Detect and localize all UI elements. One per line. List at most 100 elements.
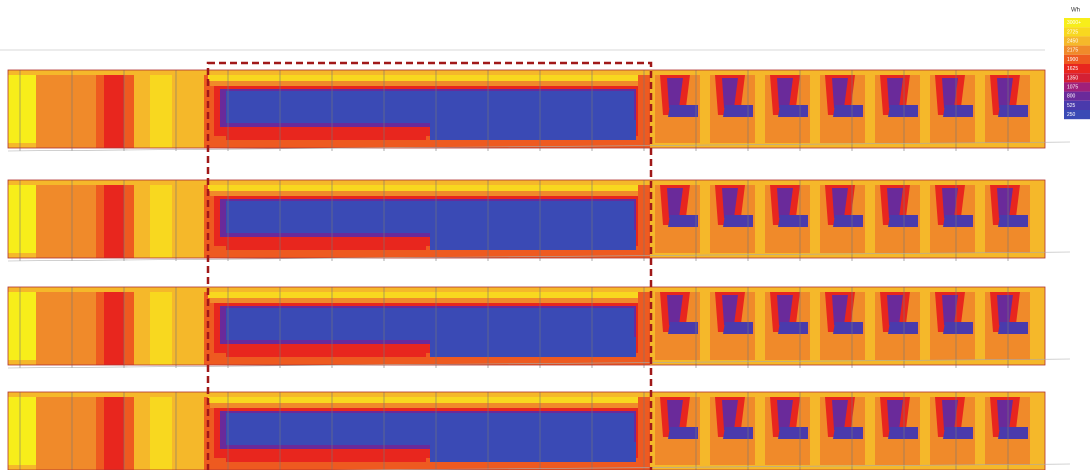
legend-label: 1900 <box>1067 57 1078 63</box>
legend-label: 1350 <box>1067 75 1078 81</box>
zone <box>888 322 918 334</box>
zone <box>430 120 636 140</box>
ground-line <box>7 251 1071 262</box>
legend-swatch <box>1064 82 1090 92</box>
zone <box>997 188 1013 218</box>
legend-label: 800 <box>1067 94 1076 100</box>
zone <box>777 400 793 430</box>
zone <box>943 322 973 334</box>
zone <box>150 397 172 470</box>
zone <box>430 230 636 250</box>
zone <box>723 105 753 117</box>
zone <box>668 322 698 334</box>
zone <box>888 427 918 439</box>
zone <box>998 322 1028 334</box>
zone <box>722 188 738 218</box>
zone <box>777 295 793 325</box>
zone <box>777 188 793 218</box>
zone <box>430 337 636 357</box>
panels <box>7 69 1071 470</box>
legend-swatch <box>1064 64 1090 74</box>
zone <box>208 185 638 191</box>
legend-label: 525 <box>1067 103 1076 109</box>
zone <box>778 427 808 439</box>
facade-panel <box>7 69 1071 152</box>
zone <box>723 427 753 439</box>
zone <box>210 81 638 86</box>
legend-swatch <box>1064 91 1090 101</box>
zone <box>998 105 1028 117</box>
zone <box>210 403 638 408</box>
zone <box>8 397 36 465</box>
zone <box>667 295 683 325</box>
zone <box>36 292 96 365</box>
zone <box>104 75 124 148</box>
legend-label: 3000+ <box>1067 20 1081 26</box>
frame <box>7 286 1046 366</box>
legend-label: 2725 <box>1067 29 1078 35</box>
facade-panel <box>7 286 1071 369</box>
zone <box>722 400 738 430</box>
zone <box>723 215 753 227</box>
zone <box>833 215 863 227</box>
zone <box>943 105 973 117</box>
zone <box>998 215 1028 227</box>
facade-panel <box>7 391 1071 470</box>
zone <box>778 322 808 334</box>
zone <box>942 400 958 430</box>
zone <box>430 442 636 462</box>
zone <box>777 78 793 108</box>
zone <box>226 128 426 140</box>
frame <box>7 391 1046 470</box>
zone <box>210 298 638 303</box>
zone <box>668 105 698 117</box>
zone <box>150 185 172 258</box>
zone <box>832 400 848 430</box>
ground-line <box>7 141 1071 152</box>
zone <box>888 215 918 227</box>
legend-label: 250 <box>1067 112 1076 118</box>
zone <box>833 322 863 334</box>
legend-label: 2175 <box>1067 48 1078 54</box>
legend-swatch <box>1064 54 1090 64</box>
zone <box>667 188 683 218</box>
legend-swatch <box>1064 18 1090 28</box>
legend-label: 2450 <box>1067 39 1078 45</box>
legend-swatch <box>1064 36 1090 46</box>
ground-line <box>326 463 1071 470</box>
zone <box>833 427 863 439</box>
highlight-box <box>206 61 653 470</box>
zone <box>104 397 124 470</box>
legend-swatch <box>1064 110 1090 120</box>
zone <box>667 400 683 430</box>
zone <box>36 75 96 148</box>
legend-swatch <box>1064 73 1090 83</box>
zone <box>723 322 753 334</box>
zone <box>722 78 738 108</box>
zone <box>36 185 96 258</box>
zone <box>208 75 638 81</box>
zone <box>942 188 958 218</box>
zone <box>778 105 808 117</box>
zone <box>226 238 426 250</box>
legend-label: 1625 <box>1067 66 1078 72</box>
legend-swatch <box>1064 27 1090 37</box>
legend-swatch <box>1064 45 1090 55</box>
zone <box>943 427 973 439</box>
zone <box>226 450 426 462</box>
zone <box>667 78 683 108</box>
zone <box>832 188 848 218</box>
zone <box>997 295 1013 325</box>
zone <box>997 400 1013 430</box>
zone <box>8 75 36 143</box>
zone <box>104 292 124 365</box>
ground-line <box>7 358 1071 369</box>
zone <box>208 292 638 298</box>
zone <box>832 295 848 325</box>
zone <box>887 400 903 430</box>
zone <box>668 215 698 227</box>
zone <box>226 413 634 445</box>
zone <box>887 295 903 325</box>
zone <box>36 397 96 470</box>
